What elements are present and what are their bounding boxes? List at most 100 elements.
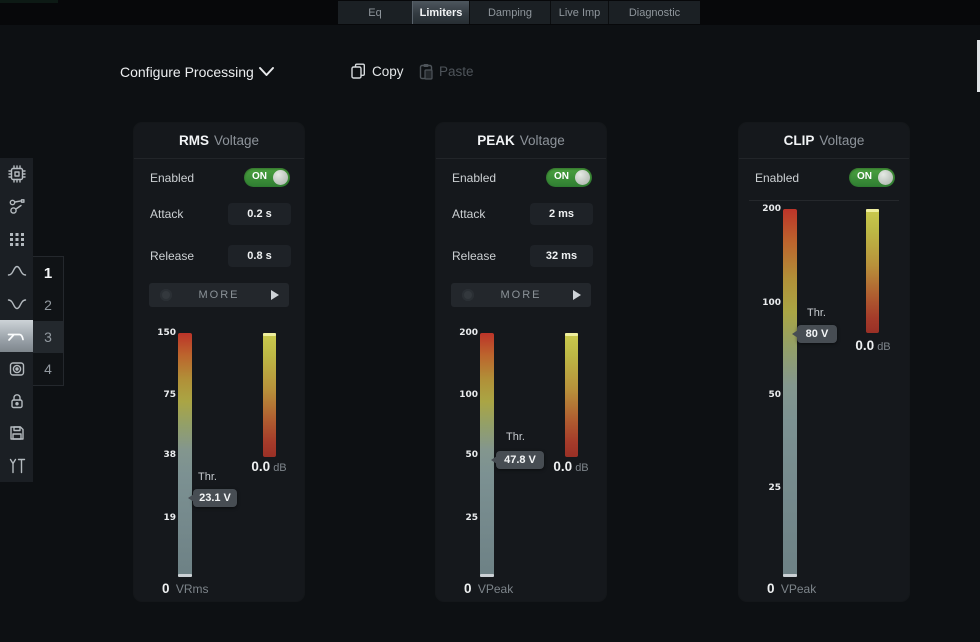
voltage-meter-level [480,574,494,577]
toggle-on-label: ON [857,171,872,182]
knob-icon [160,289,172,301]
meter-tick: 150 [157,328,176,338]
enabled-toggle[interactable]: ON [546,168,592,187]
panel-title: CLIP [783,133,815,148]
enabled-label: Enabled [150,171,195,185]
toggle-knob [575,170,590,185]
attack-value-field[interactable]: 0.2 s [228,203,291,225]
rms-voltage-panel: RMS Voltage Enabled ON Attack 0.2 s Rele… [134,123,304,601]
routing-icon [9,198,25,214]
enabled-toggle[interactable]: ON [849,168,895,187]
channel-item-4[interactable]: 4 [44,361,52,377]
sidebar-item-limiter[interactable] [0,320,33,353]
enabled-label: Enabled [755,171,800,185]
release-label: Release [452,249,497,263]
meter-tick: 25 [768,483,781,493]
knob-icon [462,289,474,301]
enabled-toggle[interactable]: ON [244,168,290,187]
channel-item-1[interactable]: 1 [43,264,53,282]
gain-value: 0.0 [251,459,271,474]
sidebar-item-notch[interactable] [0,288,33,320]
floor-unit: VRms [175,582,209,596]
sidebar-item-speaker[interactable] [0,352,33,384]
threshold-handle[interactable]: 23.1 V [188,489,237,507]
meter-tick: 200 [459,328,478,338]
more-button[interactable]: MORE [149,283,289,307]
threshold-label: Thr. [198,471,217,483]
threshold-handle[interactable]: 47.8 V [491,451,544,469]
matrix-icon [9,233,24,247]
top-accent-strip [0,0,58,3]
meter-floor-readout: 0 VPeak [767,581,816,596]
tab-damping[interactable]: Damping [469,1,550,24]
enabled-label: Enabled [452,171,497,185]
channel-item-2[interactable]: 2 [44,297,52,313]
channel-flyout: 1 2 3 4 [33,256,64,386]
meter-tick: 50 [465,450,478,460]
panel-title: RMS [178,133,209,148]
attack-value-field[interactable]: 2 ms [530,203,593,225]
sidebar-item-chip[interactable] [0,158,33,190]
sidebar-item-eq-bell[interactable] [0,255,33,287]
gain-reduction-meter [565,333,578,457]
meter-tick: 200 [762,204,781,214]
tab-limiters[interactable]: Limiters [412,1,469,24]
save-icon [9,426,24,441]
panel-title: PEAK [477,133,515,148]
copy-label: Copy [372,64,404,79]
meter-tick: 25 [465,513,478,523]
voltage-meter [480,333,494,577]
toggle-knob [878,170,893,185]
sidebar-item-matrix[interactable] [0,223,33,255]
release-value-field[interactable]: 32 ms [530,245,593,267]
gain-meter-level [565,333,578,336]
gain-readout: 0.0 dB [536,459,606,474]
panel-title-suffix: Voltage [519,133,565,148]
panel-title-suffix: Voltage [819,133,865,148]
sidebar [0,158,33,482]
paste-button: Paste [419,63,474,80]
clip-voltage-panel: CLIP Voltage Enabled ON 200 100 50 25 Th… [739,123,909,601]
gain-meter-level [263,333,276,336]
vertical-scrollbar-thumb[interactable] [977,40,980,92]
tab-live-imp[interactable]: Live Imp [550,1,608,24]
paste-label: Paste [439,64,474,79]
threshold-handle[interactable]: 80 V [792,325,837,343]
sidebar-item-tools[interactable] [0,450,33,482]
meter-tick: 100 [762,298,781,308]
toggle-on-label: ON [252,171,267,182]
more-label: MORE [500,289,542,301]
top-band: Eq Limiters Damping Live Imp Diagnostic [0,0,980,25]
attack-label: Attack [150,207,184,221]
tab-diagnostic[interactable]: Diagnostic [608,1,700,24]
sidebar-item-routing[interactable] [0,190,33,222]
meter-tick: 19 [163,513,176,523]
gain-meter-level [866,209,879,212]
peak-voltage-panel: PEAK Voltage Enabled ON Attack 2 ms Rele… [436,123,606,601]
tab-eq[interactable]: Eq [368,6,382,19]
threshold-label: Thr. [807,307,826,319]
sidebar-item-lock[interactable] [0,385,33,417]
voltage-meter [783,209,797,577]
meter-floor-readout: 0 VRms [162,581,209,596]
release-value-field[interactable]: 0.8 s [228,245,291,267]
threshold-label: Thr. [506,431,525,443]
configure-processing-dropdown[interactable]: Configure Processing [120,64,254,80]
gain-reduction-meter [866,209,879,333]
floor-unit: VPeak [780,582,817,596]
channel-item-3[interactable]: 3 [33,321,63,353]
lock-icon [10,394,23,409]
gain-reduction-meter [263,333,276,457]
paste-icon [419,64,433,80]
copy-icon [351,63,365,79]
gain-readout: 0.0 dB [838,338,908,353]
release-label: Release [150,249,195,263]
chevron-down-icon[interactable] [258,66,275,78]
notch-curve-icon [7,299,26,310]
gain-value: 0.0 [553,459,573,474]
panel-header: RMS Voltage [134,123,304,159]
meter-tick: 38 [163,450,176,460]
sidebar-item-save[interactable] [0,417,33,449]
copy-button[interactable]: Copy [351,63,404,80]
more-button[interactable]: MORE [451,283,591,307]
